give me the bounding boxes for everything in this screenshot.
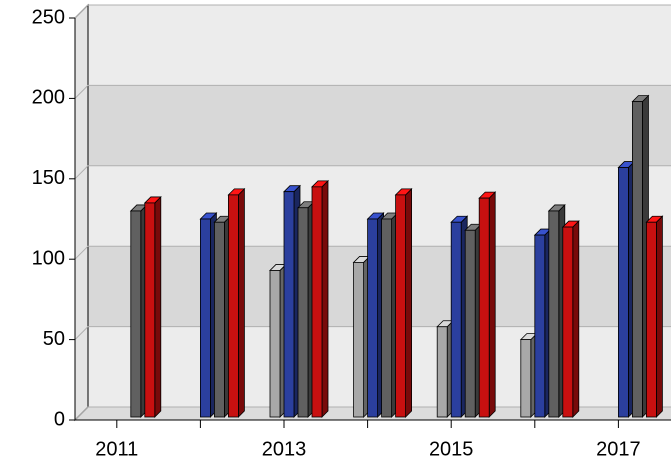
bar-face xyxy=(464,229,476,418)
bar-face xyxy=(381,218,393,418)
bar xyxy=(143,195,162,418)
bar-face xyxy=(227,194,239,418)
x-tick-label: 2011 xyxy=(95,438,138,460)
bar xyxy=(311,179,329,418)
bar-face xyxy=(269,270,281,418)
y-tick-label: 150 xyxy=(32,167,65,189)
grid-line xyxy=(74,84,671,99)
wall-band xyxy=(88,85,671,166)
bar-face xyxy=(646,221,657,418)
y-tick-label: 250 xyxy=(32,6,65,28)
bar-face xyxy=(297,207,309,418)
bar-face xyxy=(656,215,663,418)
side-wall xyxy=(74,3,89,422)
bar xyxy=(519,332,538,418)
bar-face xyxy=(130,210,142,418)
y-tick-label: 100 xyxy=(32,247,65,269)
y-tick-label: 0 xyxy=(54,408,65,430)
bar-face xyxy=(405,187,412,418)
bar-face xyxy=(395,194,407,418)
bar-face xyxy=(353,262,365,418)
bar xyxy=(478,191,497,418)
bar-face xyxy=(618,167,629,418)
bar-face xyxy=(144,202,156,418)
bar-face xyxy=(283,191,295,418)
x-tick-label: 2015 xyxy=(429,438,474,460)
bar-face xyxy=(311,186,323,418)
bar-face xyxy=(450,221,462,418)
bar xyxy=(533,228,552,418)
bar-face xyxy=(488,191,496,418)
bar-face xyxy=(367,218,379,418)
y-tick-label: 200 xyxy=(32,87,65,109)
bar xyxy=(645,215,664,418)
bar-face xyxy=(238,187,245,418)
bar-face xyxy=(213,221,225,418)
bar-face xyxy=(478,197,490,418)
bar-face xyxy=(321,179,329,418)
bar xyxy=(227,187,246,418)
grid-line xyxy=(74,165,671,180)
bar-face xyxy=(436,326,448,418)
bar-face xyxy=(520,339,532,418)
bar xyxy=(617,160,636,418)
x-tick-label: 2017 xyxy=(596,438,641,460)
y-tick-label: 50 xyxy=(43,328,65,350)
bar xyxy=(561,220,580,418)
bar-face xyxy=(154,195,162,418)
bar-face xyxy=(548,210,560,418)
bar xyxy=(394,187,413,418)
bar xyxy=(631,94,650,418)
grid-line xyxy=(74,4,671,19)
bar-face xyxy=(534,234,546,418)
x-tick-label: 2013 xyxy=(262,438,307,460)
bar-face xyxy=(199,218,211,418)
bar xyxy=(547,203,566,418)
bar-face xyxy=(632,101,643,418)
bar-face xyxy=(572,220,580,418)
bar-face xyxy=(562,226,574,418)
